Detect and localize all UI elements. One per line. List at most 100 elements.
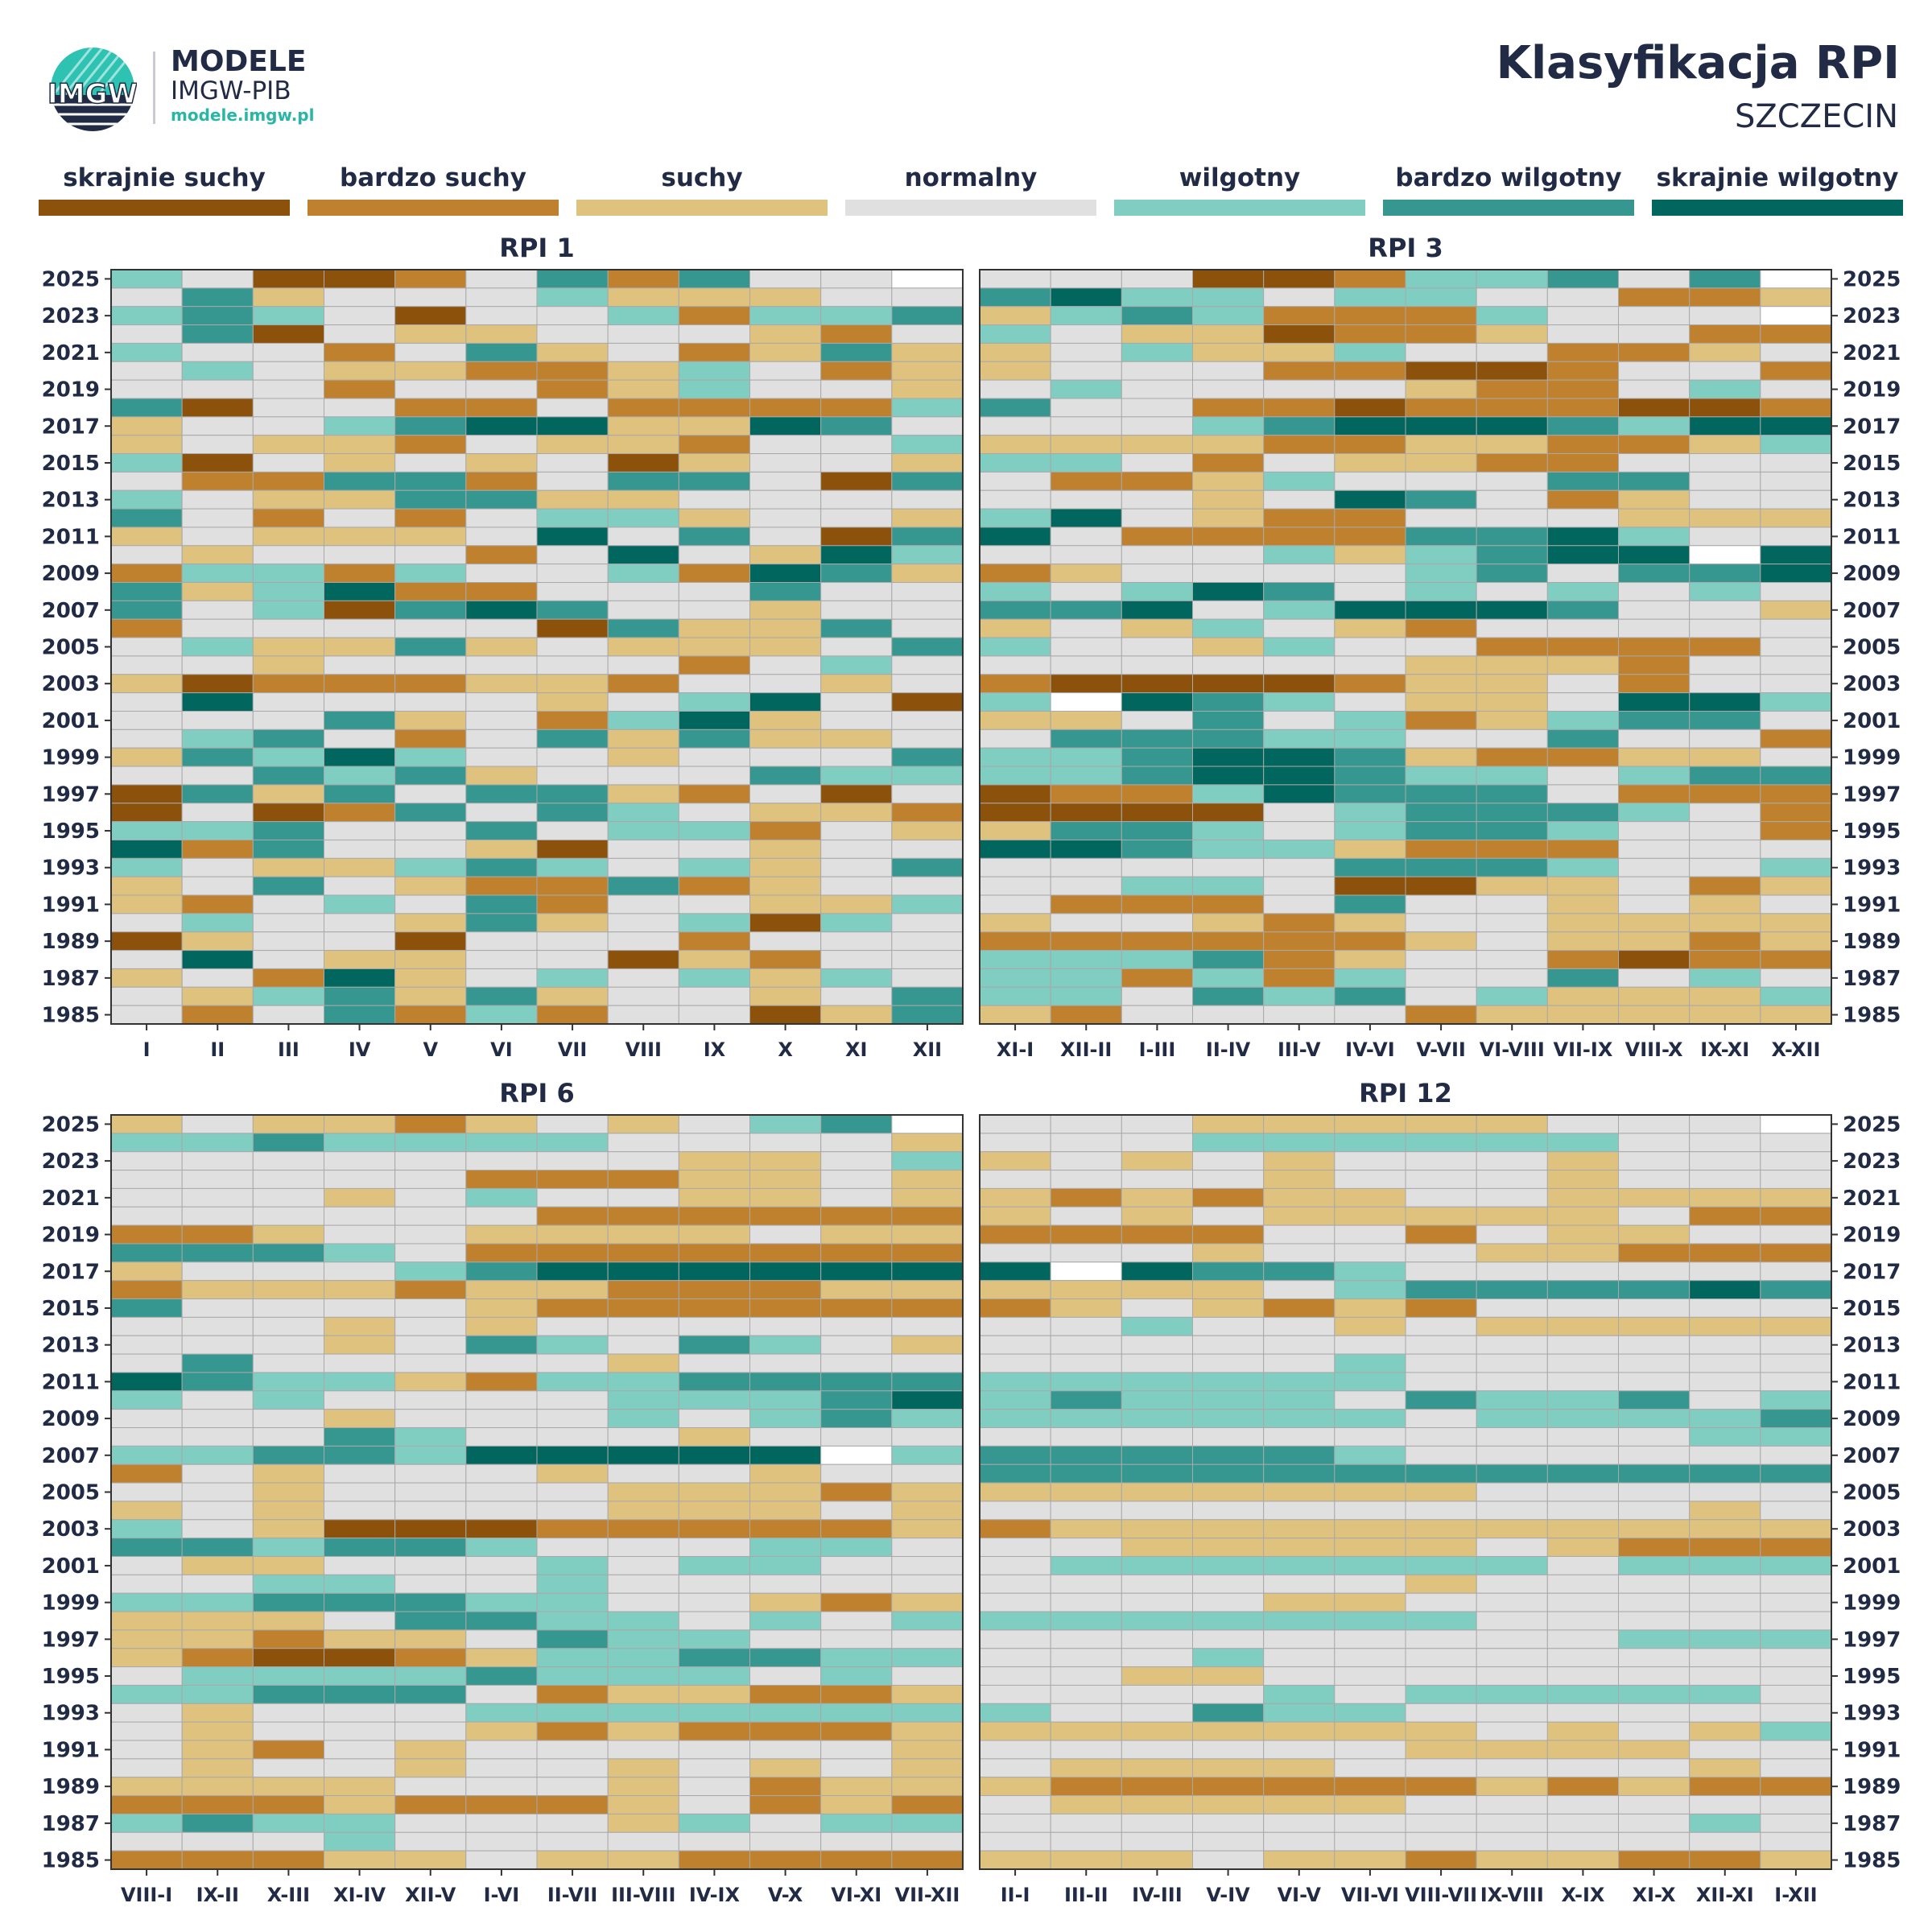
heatmap-cell <box>465 1298 538 1318</box>
heatmap-cell <box>394 1813 467 1833</box>
heatmap-cell <box>1689 655 1761 675</box>
heatmap-cell <box>1405 545 1477 565</box>
heatmap-cell <box>1760 379 1832 399</box>
heatmap-cell <box>678 931 750 952</box>
heatmap-cell <box>1546 1005 1620 1025</box>
heatmap-cell <box>394 1721 467 1741</box>
heatmap-cell <box>607 1703 679 1723</box>
heatmap-cell <box>1050 564 1122 584</box>
heatmap-cell <box>1263 1538 1335 1557</box>
heatmap-cell <box>1050 857 1122 877</box>
heatmap-cell <box>1618 1390 1690 1410</box>
heatmap-cell <box>1121 1243 1194 1263</box>
heatmap-cell <box>1546 637 1620 657</box>
heatmap-cell <box>607 857 679 877</box>
heatmap-cell <box>1689 968 1761 988</box>
heatmap-cell <box>536 564 609 584</box>
heatmap-cell <box>607 1721 679 1741</box>
heatmap-cell <box>820 582 893 601</box>
heatmap-cell <box>979 821 1051 840</box>
heatmap-cell <box>1689 1538 1761 1557</box>
heatmap-cell <box>1476 379 1548 399</box>
heatmap-cell <box>1263 1777 1335 1797</box>
heatmap-cell <box>536 1740 609 1760</box>
heatmap-cell <box>1263 1850 1335 1870</box>
heatmap-cell <box>394 1574 467 1594</box>
heatmap-cell <box>820 1482 893 1502</box>
heatmap-cell <box>891 1372 964 1392</box>
heatmap-cell <box>465 913 538 933</box>
heatmap-cell <box>820 655 893 675</box>
heatmap-cell <box>1050 1463 1122 1484</box>
heatmap-cell <box>1546 1353 1620 1373</box>
heatmap-cell <box>1476 489 1548 510</box>
heatmap-cell <box>1476 1206 1548 1226</box>
heatmap-cell <box>1689 1813 1761 1833</box>
heatmap-cell <box>1405 913 1477 933</box>
brand-url[interactable]: modele.imgw.pl <box>171 105 315 125</box>
heatmap-cell <box>1618 1133 1690 1153</box>
heatmap-cell <box>536 545 609 565</box>
heatmap-cell <box>181 508 254 528</box>
heatmap-cell <box>1263 655 1335 675</box>
heatmap-cell <box>979 324 1051 344</box>
heatmap-cell <box>252 1298 325 1318</box>
heatmap-cell <box>1689 1224 1761 1245</box>
heatmap-cell <box>1263 435 1335 455</box>
heatmap-cell <box>1334 1777 1406 1797</box>
heatmap-cell <box>1263 674 1335 694</box>
heatmap-cell <box>252 637 325 657</box>
heatmap-cell <box>110 1482 183 1502</box>
heatmap-cell <box>394 545 467 565</box>
heatmap-cell <box>1334 508 1406 528</box>
heatmap-cell <box>1546 1409 1620 1429</box>
heatmap-cell <box>394 1390 467 1410</box>
heatmap-cell <box>110 471 183 491</box>
heatmap-cell <box>607 655 679 675</box>
heatmap-cell <box>465 435 538 455</box>
heatmap-cell <box>181 1409 254 1429</box>
heatmap-cell <box>607 1261 679 1282</box>
heatmap-cell <box>110 1390 183 1410</box>
heatmap-cell <box>1334 1501 1406 1521</box>
heatmap-cell <box>1334 471 1406 491</box>
heatmap-cell <box>678 1758 750 1778</box>
heatmap-cell <box>324 324 396 344</box>
heatmap-cell <box>536 600 609 620</box>
heatmap-cell <box>181 913 254 933</box>
heatmap-cell <box>1334 1703 1406 1723</box>
heatmap-cell <box>394 839 467 859</box>
heatmap-cell <box>891 435 964 455</box>
heatmap-cell <box>465 692 538 712</box>
heatmap-cell <box>1121 637 1194 657</box>
heatmap-cell <box>1405 618 1477 638</box>
heatmap-cell <box>820 1703 893 1723</box>
heatmap-cell <box>820 1592 893 1612</box>
heatmap-cell <box>1618 1684 1690 1704</box>
heatmap-cell <box>820 1390 893 1410</box>
heatmap-cell <box>749 803 822 823</box>
heatmap-cell <box>1476 1353 1548 1373</box>
heatmap-cell <box>1334 564 1406 584</box>
heatmap-cell <box>1050 1850 1122 1870</box>
heatmap-cell <box>820 1648 893 1668</box>
y-tick-label: 2001 <box>1843 709 1901 733</box>
heatmap-cell <box>1050 1574 1122 1594</box>
heatmap-cell <box>252 766 325 786</box>
heatmap-cell <box>181 931 254 952</box>
heatmap-cell <box>181 1114 254 1134</box>
heatmap-cell <box>607 379 679 399</box>
heatmap-cell <box>1618 950 1690 969</box>
heatmap-cell <box>465 1482 538 1502</box>
heatmap-cell <box>252 1280 325 1300</box>
heatmap-cell <box>891 1777 964 1797</box>
heatmap-cell <box>1263 416 1335 436</box>
heatmap-cell <box>678 1114 750 1134</box>
heatmap-cell <box>979 876 1051 896</box>
heatmap-cell <box>1689 1390 1761 1410</box>
heatmap-cell <box>1263 1611 1335 1631</box>
heatmap-cell <box>607 1390 679 1410</box>
heatmap-cell <box>1050 747 1122 767</box>
heatmap-cell <box>1050 1777 1122 1797</box>
heatmap-cell <box>678 1666 750 1686</box>
